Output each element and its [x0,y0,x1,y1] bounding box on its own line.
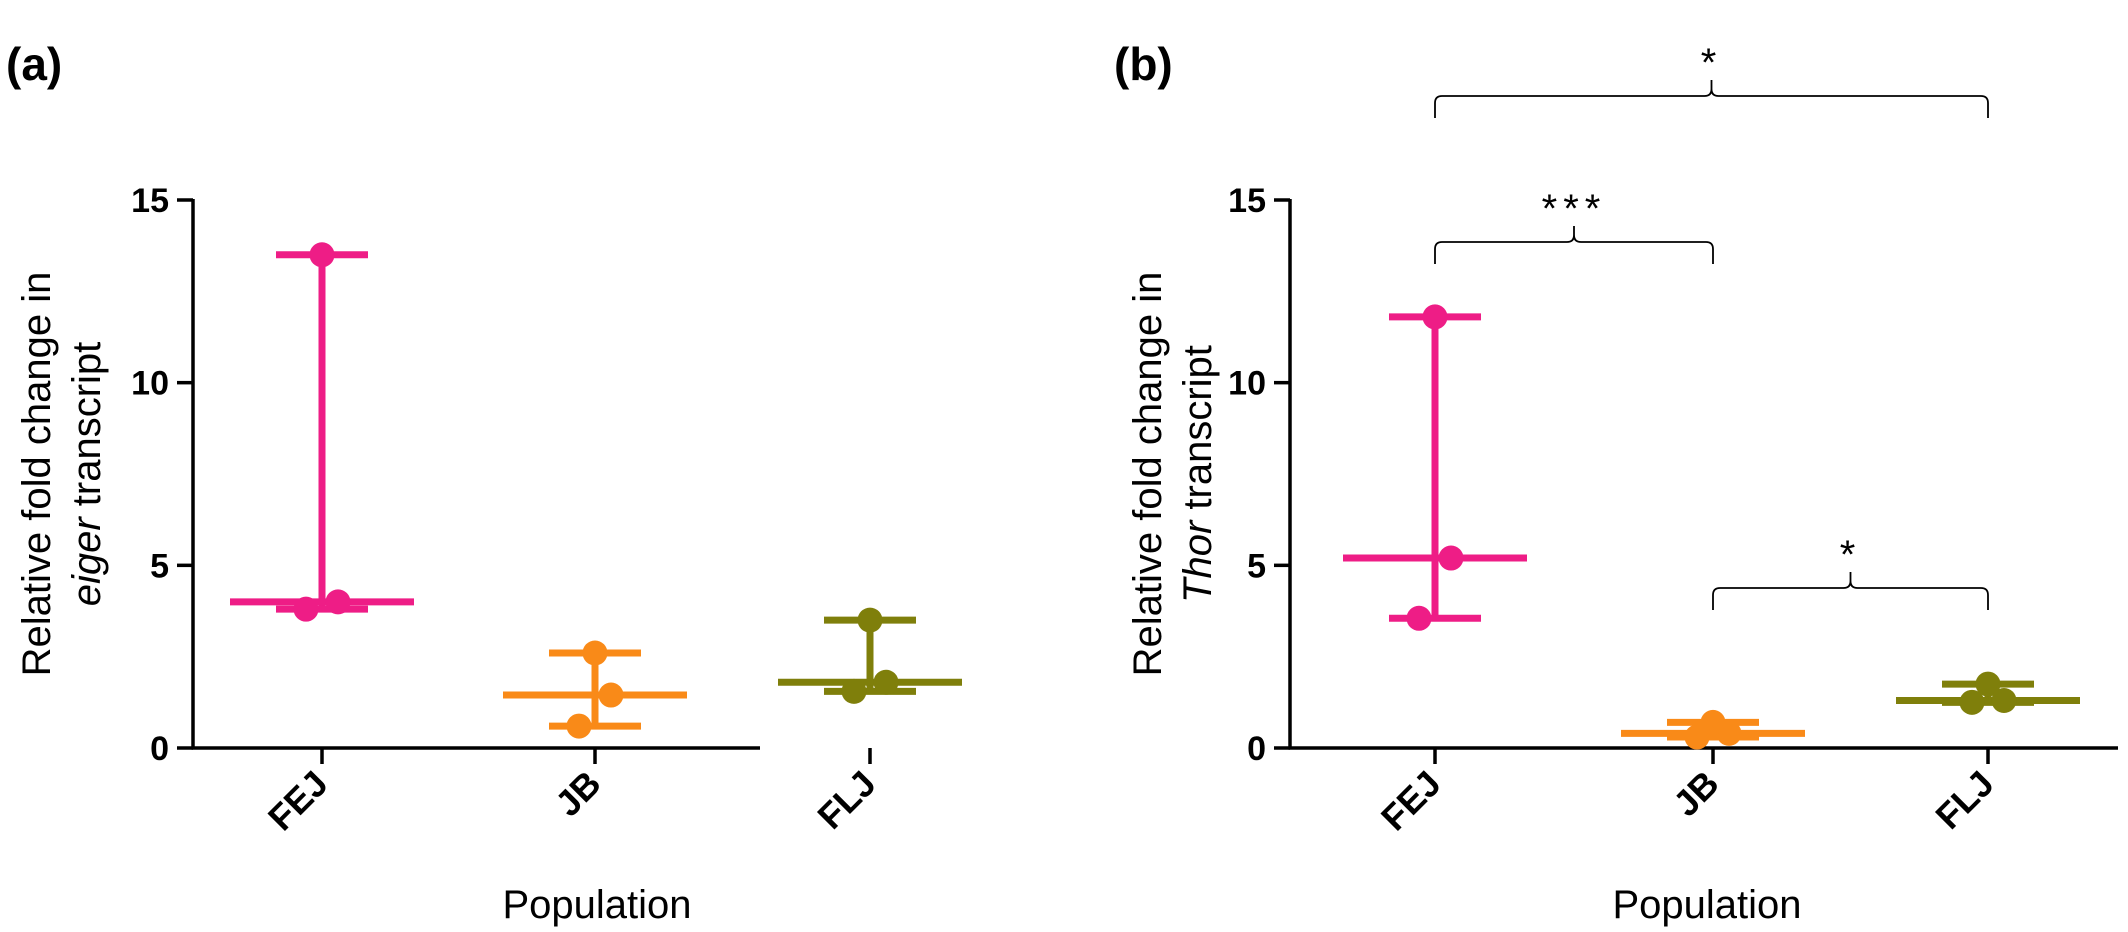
y-axis-title-line1: Relative fold change in [1126,272,1170,677]
data-point [841,678,867,704]
data-point [1959,689,1985,715]
y-tick-label: 15 [131,182,169,220]
significance-bracket [1434,80,1989,118]
group-JB [503,640,687,739]
x-axis-title: Population [502,883,691,927]
significance-bracket [1434,226,1714,264]
significance-label: * [1840,533,1862,577]
x-tick-label: JB [547,763,609,825]
panel-b: (b) 0 5 10 15 FEJ JB FLJ Population Relative fold… [1114,38,2118,927]
y-axis-title-line2: eiger transcript [65,342,109,607]
x-axis-title: Population [1612,883,1801,927]
y-tick-label: 0 [1247,730,1266,768]
group-FLJ [778,607,962,704]
significance-label: *** [1542,187,1607,231]
data-point [1684,724,1710,750]
y-axis-title-suffix: transcript [65,342,109,518]
y-axis-title-gene: Thor [1176,519,1220,603]
x-tick-label: JB [1665,763,1727,825]
x-tick-label: FLJ [1927,763,2001,837]
x-tick-label: FEJ [260,763,336,839]
panel-a: (a) 0 5 10 15 FEJ JB FLJ Population Relative fold… [6,38,962,927]
group-FEJ [230,242,414,622]
y-tick-label: 15 [1228,182,1266,220]
data-point [1991,688,2017,714]
x-tick-label: FEJ [1373,763,1449,839]
group-JB [1621,709,1805,750]
data-point [582,640,608,666]
y-axis-title-line2: Thor transcript [1176,345,1220,603]
data-point [1422,304,1448,330]
data-point [1438,545,1464,571]
data-point [598,682,624,708]
y-tick-label: 5 [1247,547,1266,585]
data-point [293,596,319,622]
y-tick-label: 10 [131,365,169,403]
group-FEJ [1343,304,1527,631]
y-tick-label: 0 [150,730,169,768]
y-axis-title-suffix: transcript [1176,345,1220,521]
y-axis-title-gene: eiger [65,516,109,607]
data-point [566,713,592,739]
panel-label: (a) [6,38,62,90]
group-FLJ [1896,671,2080,715]
y-tick-label: 5 [150,547,169,585]
y-axis-title-line1: Relative fold change in [15,272,59,677]
data-point [325,589,351,615]
data-point [309,242,335,268]
data-point [1700,709,1726,735]
significance-label: * [1701,41,1723,85]
panel-label: (b) [1114,38,1173,90]
data-point [1975,671,2001,697]
data-point [857,607,883,633]
data-point [873,669,899,695]
x-tick-label: FLJ [809,763,883,837]
significance-bracket [1712,572,1989,610]
y-tick-label: 10 [1228,365,1266,403]
data-point [1406,605,1432,631]
